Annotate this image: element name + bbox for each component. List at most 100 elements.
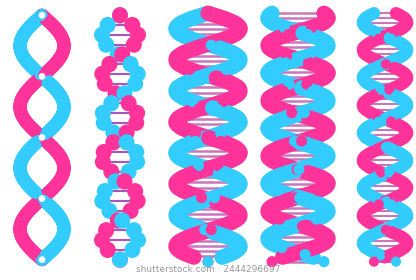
- Circle shape: [31, 188, 42, 199]
- Circle shape: [322, 178, 334, 189]
- Circle shape: [284, 79, 295, 90]
- Circle shape: [15, 102, 25, 113]
- Circle shape: [270, 199, 281, 211]
- Circle shape: [263, 235, 274, 246]
- Circle shape: [37, 10, 47, 21]
- Circle shape: [360, 104, 370, 114]
- Circle shape: [94, 66, 110, 82]
- Circle shape: [209, 72, 220, 83]
- Circle shape: [399, 206, 409, 216]
- Circle shape: [119, 134, 135, 150]
- Circle shape: [399, 123, 409, 133]
- Circle shape: [263, 121, 274, 132]
- Circle shape: [171, 88, 183, 99]
- Circle shape: [315, 157, 326, 168]
- Circle shape: [262, 206, 274, 218]
- Circle shape: [264, 64, 275, 76]
- Circle shape: [59, 162, 69, 173]
- Circle shape: [391, 8, 401, 18]
- Circle shape: [58, 43, 69, 54]
- Circle shape: [24, 82, 35, 94]
- Circle shape: [398, 161, 408, 171]
- Circle shape: [400, 186, 410, 197]
- Circle shape: [59, 102, 69, 113]
- Circle shape: [58, 221, 69, 232]
- Circle shape: [177, 216, 188, 227]
- Circle shape: [56, 214, 67, 226]
- Circle shape: [369, 174, 379, 184]
- Circle shape: [26, 142, 37, 153]
- Circle shape: [394, 136, 404, 146]
- Circle shape: [226, 16, 237, 27]
- Circle shape: [270, 157, 281, 168]
- Circle shape: [31, 76, 42, 87]
- Circle shape: [206, 224, 217, 235]
- Circle shape: [322, 235, 333, 246]
- Circle shape: [358, 72, 368, 82]
- Circle shape: [320, 36, 331, 47]
- Circle shape: [360, 21, 370, 31]
- Circle shape: [395, 66, 405, 76]
- Circle shape: [203, 8, 213, 19]
- Circle shape: [223, 32, 234, 43]
- Circle shape: [362, 78, 372, 88]
- Circle shape: [389, 193, 399, 203]
- Circle shape: [395, 148, 405, 158]
- Circle shape: [221, 200, 232, 211]
- Circle shape: [371, 110, 381, 120]
- Circle shape: [171, 240, 181, 251]
- Circle shape: [123, 203, 139, 219]
- Circle shape: [58, 36, 69, 47]
- Circle shape: [126, 222, 142, 239]
- Circle shape: [358, 155, 368, 165]
- Circle shape: [50, 241, 61, 252]
- Circle shape: [362, 206, 371, 216]
- Circle shape: [221, 64, 232, 75]
- Circle shape: [54, 175, 65, 186]
- Circle shape: [401, 180, 411, 190]
- Circle shape: [233, 88, 245, 99]
- Circle shape: [267, 256, 277, 267]
- Circle shape: [322, 121, 333, 132]
- Circle shape: [199, 224, 210, 235]
- Circle shape: [173, 120, 183, 131]
- Circle shape: [27, 201, 38, 213]
- Circle shape: [311, 213, 322, 225]
- Circle shape: [17, 49, 28, 60]
- Circle shape: [231, 112, 242, 123]
- Circle shape: [95, 105, 111, 121]
- Circle shape: [174, 152, 185, 163]
- Circle shape: [40, 129, 51, 140]
- Circle shape: [389, 27, 399, 38]
- Circle shape: [379, 59, 389, 69]
- Circle shape: [362, 123, 371, 133]
- Circle shape: [107, 173, 124, 190]
- Circle shape: [402, 237, 412, 248]
- Circle shape: [37, 254, 47, 265]
- Circle shape: [318, 100, 329, 111]
- Circle shape: [97, 183, 113, 199]
- Circle shape: [102, 56, 117, 72]
- Circle shape: [371, 27, 381, 38]
- Circle shape: [304, 50, 315, 61]
- Circle shape: [286, 107, 297, 118]
- Circle shape: [319, 8, 329, 19]
- Circle shape: [291, 192, 302, 203]
- Circle shape: [203, 256, 213, 267]
- Circle shape: [105, 124, 121, 141]
- Circle shape: [322, 206, 333, 218]
- Circle shape: [130, 66, 146, 82]
- Circle shape: [196, 192, 207, 203]
- Circle shape: [321, 64, 332, 76]
- Circle shape: [398, 244, 408, 254]
- Circle shape: [103, 164, 119, 180]
- Circle shape: [19, 175, 30, 186]
- Circle shape: [264, 15, 275, 26]
- Circle shape: [315, 199, 327, 211]
- Circle shape: [279, 22, 290, 33]
- Circle shape: [46, 201, 57, 213]
- Circle shape: [267, 100, 278, 111]
- Circle shape: [103, 95, 119, 111]
- Circle shape: [50, 23, 61, 34]
- Circle shape: [402, 46, 412, 57]
